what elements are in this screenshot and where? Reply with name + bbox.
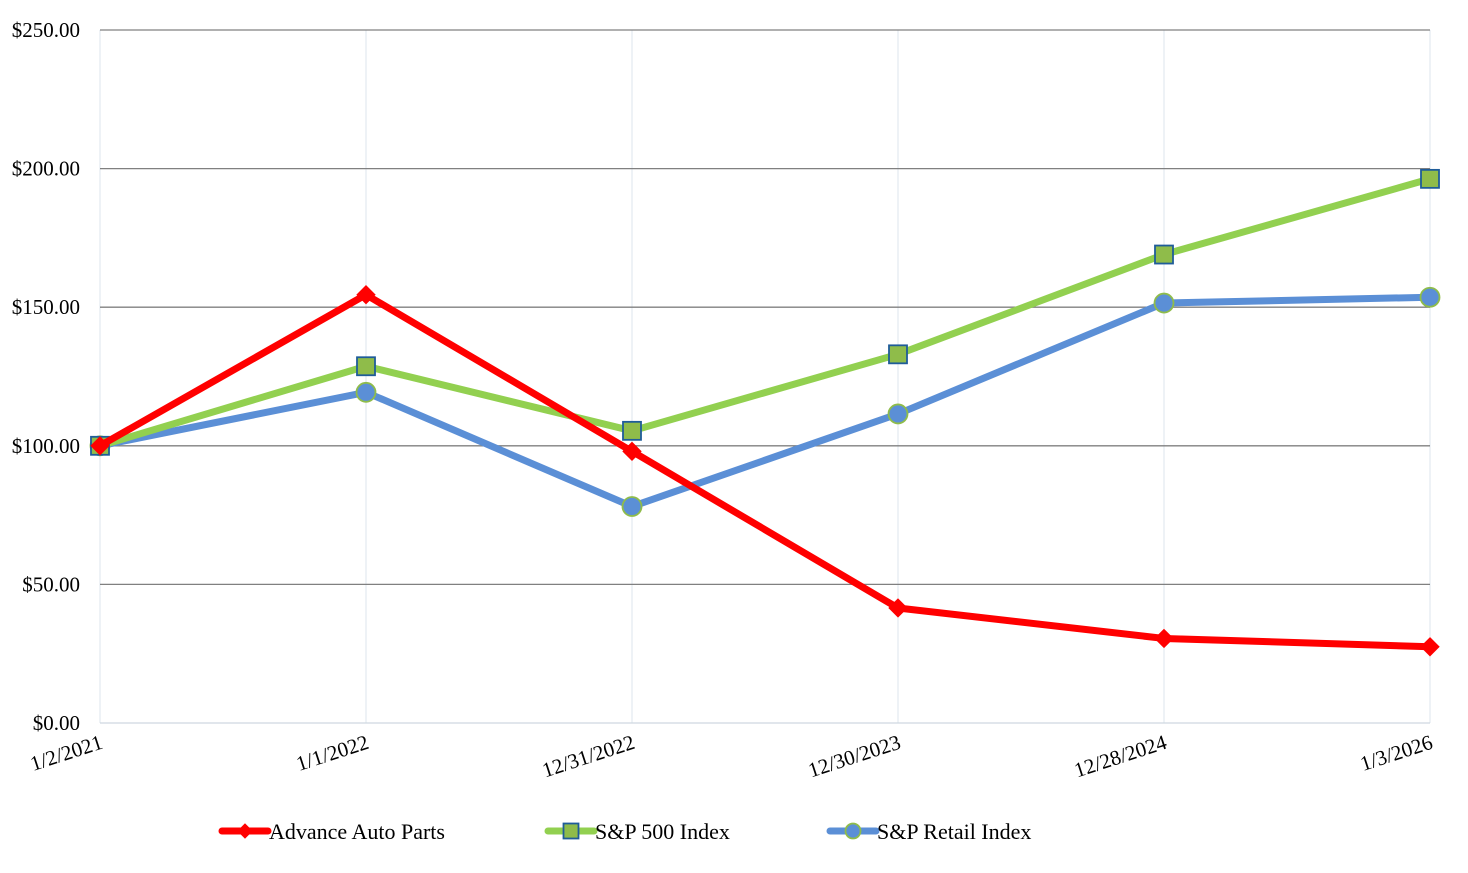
x-axis-ticks: 1/2/2021 1/1/2022 12/31/2022 12/30/2023 12/2…: [27, 730, 1435, 783]
legend-swatch-marker: [844, 822, 862, 840]
data-point: [1420, 637, 1440, 657]
x-tick-label: 12/28/2024: [1071, 730, 1170, 783]
y-axis-ticks: $0.00 $50.00 $100.00 $150.00 $200.00 $250.00: [12, 18, 80, 735]
series-advance-auto-parts: [90, 285, 1440, 657]
legend-item: S&P 500 Index: [544, 819, 730, 844]
series-s-p-retail-index: [89, 286, 1441, 517]
legend-label: Advance Auto Parts: [269, 819, 445, 844]
legend-item: Advance Auto Parts: [218, 819, 445, 844]
y-tick-label: $50.00: [22, 572, 80, 596]
data-point: [888, 598, 908, 618]
y-tick-label: $200.00: [12, 157, 80, 181]
legend: Advance Auto Parts S&P 500 Index S&P Retai…: [218, 819, 1031, 844]
y-tick-label: $150.00: [12, 295, 80, 319]
data-point: [888, 344, 908, 365]
data-point: [1419, 286, 1441, 308]
x-tick-label: 12/31/2022: [539, 730, 637, 782]
data-point: [356, 356, 376, 377]
grid: [99, 29, 1431, 724]
y-tick-label: $250.00: [12, 18, 80, 42]
legend-swatch-marker: [237, 823, 253, 839]
data-point: [90, 436, 110, 456]
y-tick-label: $0.00: [33, 711, 80, 735]
data-point: [887, 403, 909, 425]
series-line: [96, 175, 1434, 450]
data-point: [622, 420, 642, 441]
data-point: [1153, 292, 1175, 314]
data-point: [1420, 168, 1440, 189]
data-point: [622, 441, 642, 462]
legend-item: S&P Retail Index: [826, 819, 1031, 844]
data-point: [1154, 244, 1174, 265]
legend-label: S&P Retail Index: [877, 819, 1031, 844]
data-point: [356, 285, 376, 305]
x-tick-label: 12/30/2023: [805, 730, 903, 782]
series-s-p-500-index: [90, 168, 1440, 456]
legend-label: S&P 500 Index: [595, 819, 730, 844]
series-lines: [89, 168, 1441, 657]
y-tick-label: $100.00: [12, 434, 80, 458]
x-tick-label: 1/1/2022: [293, 730, 371, 776]
x-tick-label: 1/3/2026: [1357, 730, 1435, 776]
series-line: [96, 293, 1434, 511]
legend-swatch-marker: [562, 822, 580, 840]
data-point: [1154, 628, 1174, 649]
x-tick-label: 1/2/2021: [27, 730, 105, 776]
data-point: [621, 496, 643, 517]
data-point: [355, 381, 377, 403]
series-line: [96, 291, 1434, 651]
